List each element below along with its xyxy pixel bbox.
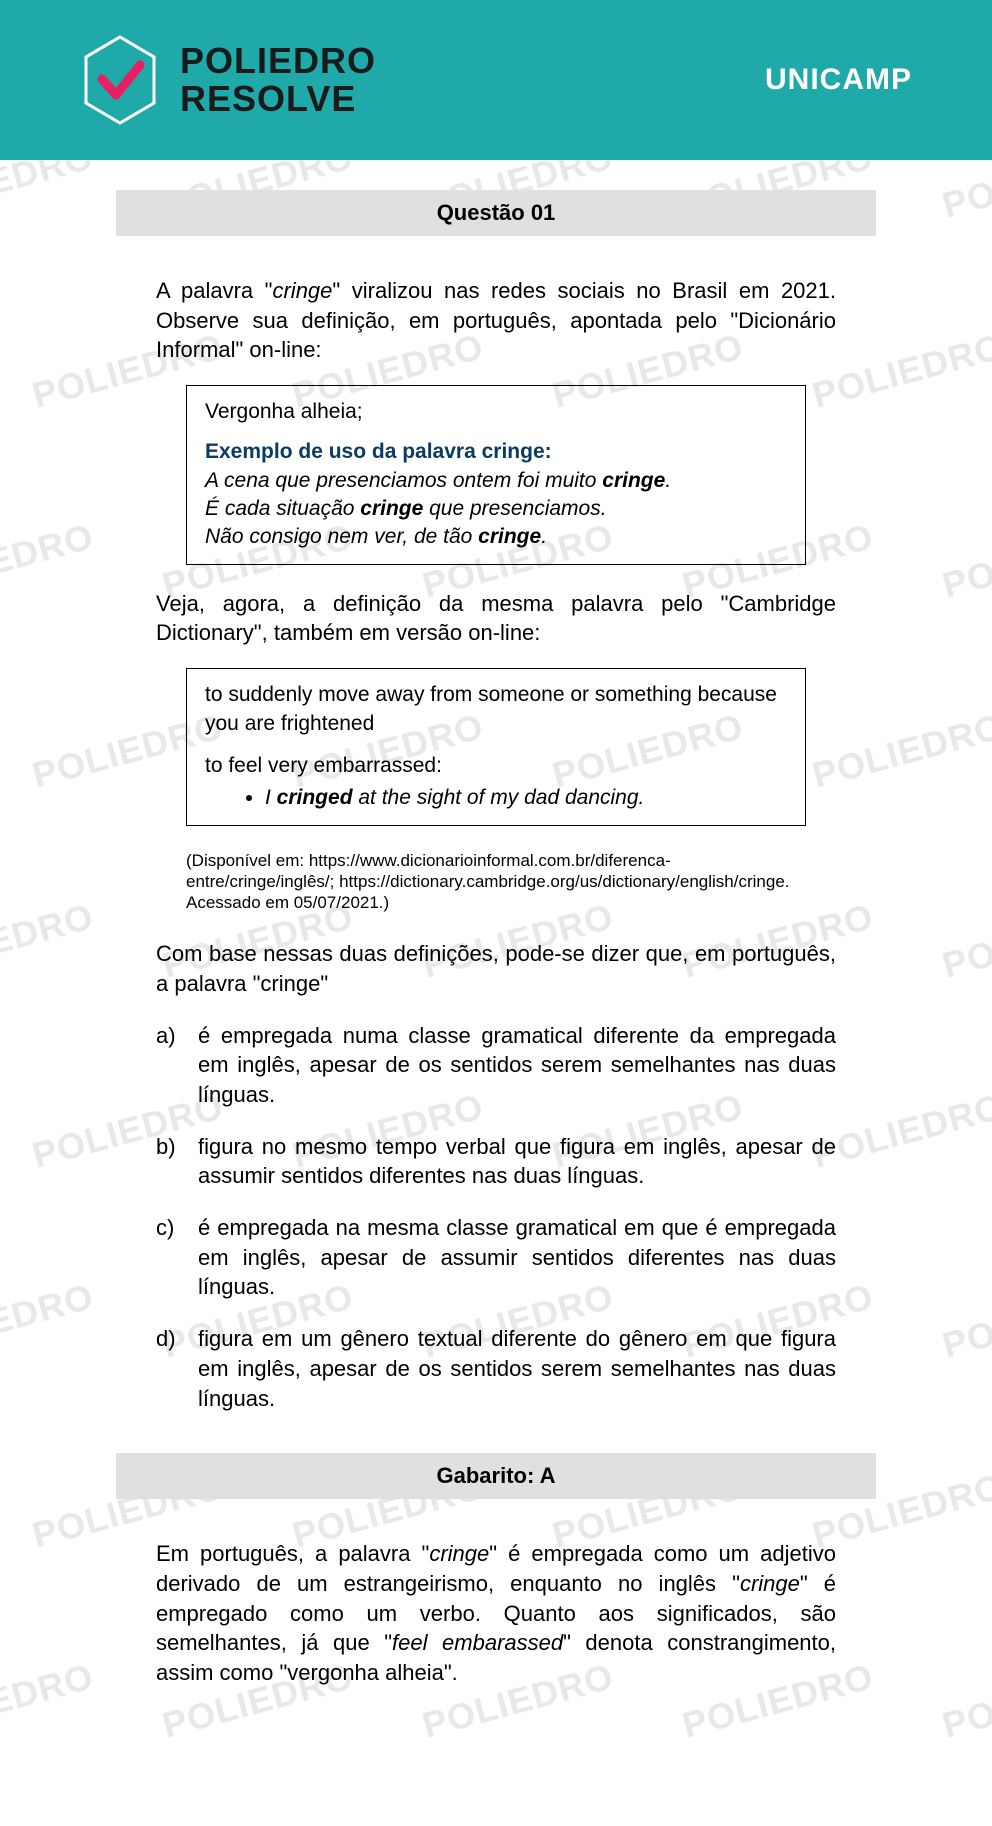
def-en-2: to feel very embarrassed: xyxy=(205,752,787,780)
hexagon-check-icon xyxy=(80,35,160,125)
answer-content: Em português, a palavra "cringe" é empre… xyxy=(116,1539,876,1687)
option-d: d) figura em um gênero textual diferente… xyxy=(156,1324,836,1413)
option-letter: d) xyxy=(156,1324,180,1413)
option-text: é empregada numa classe gramatical difer… xyxy=(198,1021,836,1110)
question-stem: Com base nessas duas definições, pode-se… xyxy=(156,939,836,998)
brand-line-1: POLIEDRO xyxy=(180,42,376,80)
brand-line-2: RESOLVE xyxy=(180,80,376,118)
def-pt-ex2: É cada situação cringe que presenciamos. xyxy=(205,495,787,523)
question-page: Questão 01 A palavra "cringe" viralizou … xyxy=(116,190,876,1688)
def-en-bullet: I cringed at the sight of my dad dancing… xyxy=(265,784,787,812)
option-b: b) figura no mesmo tempo verbal que figu… xyxy=(156,1132,836,1191)
option-letter: a) xyxy=(156,1021,180,1110)
def-pt-ex3: Não consigo nem ver, de tão cringe. xyxy=(205,523,787,551)
exam-name: UNICAMP xyxy=(765,63,912,97)
option-letter: c) xyxy=(156,1213,180,1302)
option-text: figura no mesmo tempo verbal que figura … xyxy=(198,1132,836,1191)
intro-text: A palavra "cringe" viralizou nas redes s… xyxy=(156,276,836,365)
def-pt-heading: Exemplo de uso da palavra cringe: xyxy=(205,438,787,466)
option-a: a) é empregada numa classe gramatical di… xyxy=(156,1021,836,1110)
def-pt-line1: Vergonha alheia; xyxy=(205,398,787,426)
brand-text: POLIEDRO RESOLVE xyxy=(180,42,376,118)
def-en-1: to suddenly move away from someone or so… xyxy=(205,681,787,738)
source-text: (Disponível em: https://www.dicionarioin… xyxy=(186,850,806,914)
definition-box-pt: Vergonha alheia; Exemplo de uso da palav… xyxy=(186,385,806,565)
def-pt-ex1: A cena que presenciamos ontem foi muito … xyxy=(205,467,787,495)
option-text: figura em um gênero textual diferente do… xyxy=(198,1324,836,1413)
brand-logo-group: POLIEDRO RESOLVE xyxy=(80,35,376,125)
page-header: POLIEDRO RESOLVE UNICAMP xyxy=(0,0,992,160)
option-letter: b) xyxy=(156,1132,180,1191)
answer-explanation: Em português, a palavra "cringe" é empre… xyxy=(156,1539,836,1687)
question-title: Questão 01 xyxy=(116,190,876,236)
answer-title: Gabarito: A xyxy=(116,1453,876,1499)
option-text: é empregada na mesma classe gramatical e… xyxy=(198,1213,836,1302)
definition-box-en: to suddenly move away from someone or so… xyxy=(186,668,806,825)
bridge-text: Veja, agora, a definição da mesma palavr… xyxy=(156,589,836,648)
option-c: c) é empregada na mesma classe gramatica… xyxy=(156,1213,836,1302)
question-content: A palavra "cringe" viralizou nas redes s… xyxy=(116,276,876,1413)
